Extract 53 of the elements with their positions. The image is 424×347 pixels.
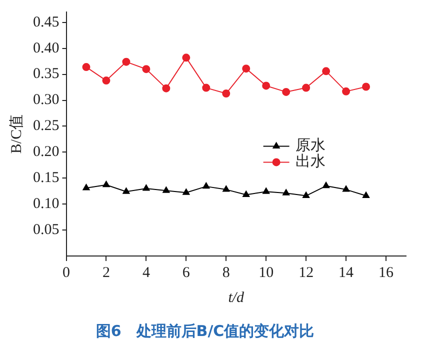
point: [202, 84, 210, 92]
y-axis-title: B/C值: [8, 114, 25, 154]
point: [242, 190, 250, 197]
y-tick-label: 0.05: [33, 222, 60, 238]
y-tick-label: 0.35: [33, 66, 60, 82]
point: [202, 182, 210, 189]
point: [282, 189, 290, 196]
point: [322, 67, 330, 76]
point: [182, 54, 190, 62]
x-tick-label: 12: [298, 264, 314, 281]
x-tick-label: 6: [182, 264, 190, 281]
x-tick-label: 2: [102, 264, 110, 281]
point: [262, 188, 270, 194]
x-axis-title: t/d: [228, 290, 245, 306]
text: 图6 处理前后B/C值的变化对比: [96, 322, 314, 340]
point: [102, 76, 110, 85]
x-tick-label: 0: [62, 264, 70, 281]
point: [302, 192, 310, 198]
x-tick-label: 10: [258, 264, 274, 281]
y-tick-label: 0.15: [33, 170, 60, 186]
point: [122, 188, 130, 194]
point: [302, 84, 310, 92]
point: [162, 84, 170, 92]
point: [142, 184, 150, 191]
y-tick-label: 0.40: [33, 40, 60, 56]
point: [142, 65, 150, 74]
point: [282, 88, 290, 96]
point: [342, 186, 350, 192]
x-tick-label: 4: [142, 264, 150, 281]
x-tick-label: 14: [338, 264, 354, 281]
point: [182, 188, 190, 195]
point: [82, 63, 90, 72]
y-tick-label: 0.10: [33, 196, 60, 212]
point: [122, 58, 130, 66]
y-tick-label: 0.25: [33, 118, 60, 134]
point: [242, 64, 250, 73]
point: [342, 87, 350, 96]
x-tick-label: 8: [222, 264, 230, 281]
legend-label: 原水: [295, 137, 326, 154]
point: [222, 186, 230, 192]
point: [262, 82, 270, 90]
point: [222, 90, 230, 98]
point: [102, 180, 110, 188]
point: [362, 82, 370, 91]
point: [82, 184, 90, 190]
y-tick-label: 0.45: [33, 14, 60, 30]
x-tick-label: 16: [378, 264, 394, 281]
legend-label: 出水: [295, 153, 326, 170]
point: [162, 186, 170, 193]
point: [322, 182, 330, 188]
point: [362, 192, 370, 198]
y-tick-label: 0.20: [33, 144, 60, 160]
y-tick-label: 0.30: [33, 92, 60, 108]
